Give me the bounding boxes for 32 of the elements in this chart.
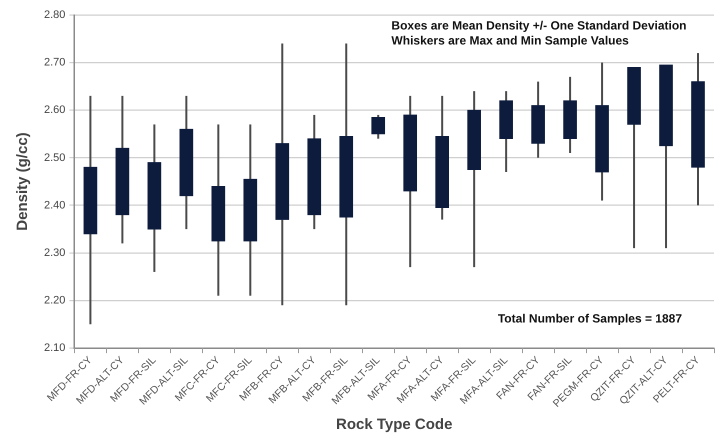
candlestick (627, 67, 641, 250)
y-tick-label: 2.10 (44, 342, 66, 354)
candlestick (339, 42, 354, 306)
candlestick (403, 94, 418, 268)
candlestick (180, 94, 194, 230)
candlestick (563, 76, 577, 154)
candlestick (211, 123, 226, 297)
annotation: Boxes are Mean Density +/- One Standard Deviation (391, 18, 687, 32)
y-axis-title: Density (g/cc) (14, 132, 32, 231)
annotation: Whiskers are Max and Min Sample Values (391, 33, 630, 48)
candlestick (467, 90, 481, 268)
candlestick (243, 123, 258, 297)
candlestick (84, 94, 98, 326)
candlestick (275, 42, 290, 306)
x-axis-title: Rock Type Code (336, 416, 452, 434)
y-tick-label: 2.40 (44, 199, 66, 212)
candlestick (307, 114, 322, 230)
y-tick-label: 2.30 (44, 246, 66, 259)
candlestick (691, 52, 705, 206)
candlestick (148, 123, 162, 273)
y-tick-label: 2.50 (44, 152, 66, 164)
candlestick (595, 62, 609, 202)
candlestick (499, 90, 513, 174)
y-tick-label: 2.20 (44, 294, 66, 307)
y-tick-label: 2.80 (44, 9, 66, 22)
candlestick (116, 94, 130, 244)
candlestick (531, 80, 545, 159)
annotation: Total Number of Samples = 1887 (498, 311, 682, 326)
y-tick-label: 2.70 (44, 56, 66, 69)
candlestick (659, 64, 673, 250)
y-tick-label: 2.60 (44, 104, 66, 116)
candlestick (435, 94, 450, 221)
